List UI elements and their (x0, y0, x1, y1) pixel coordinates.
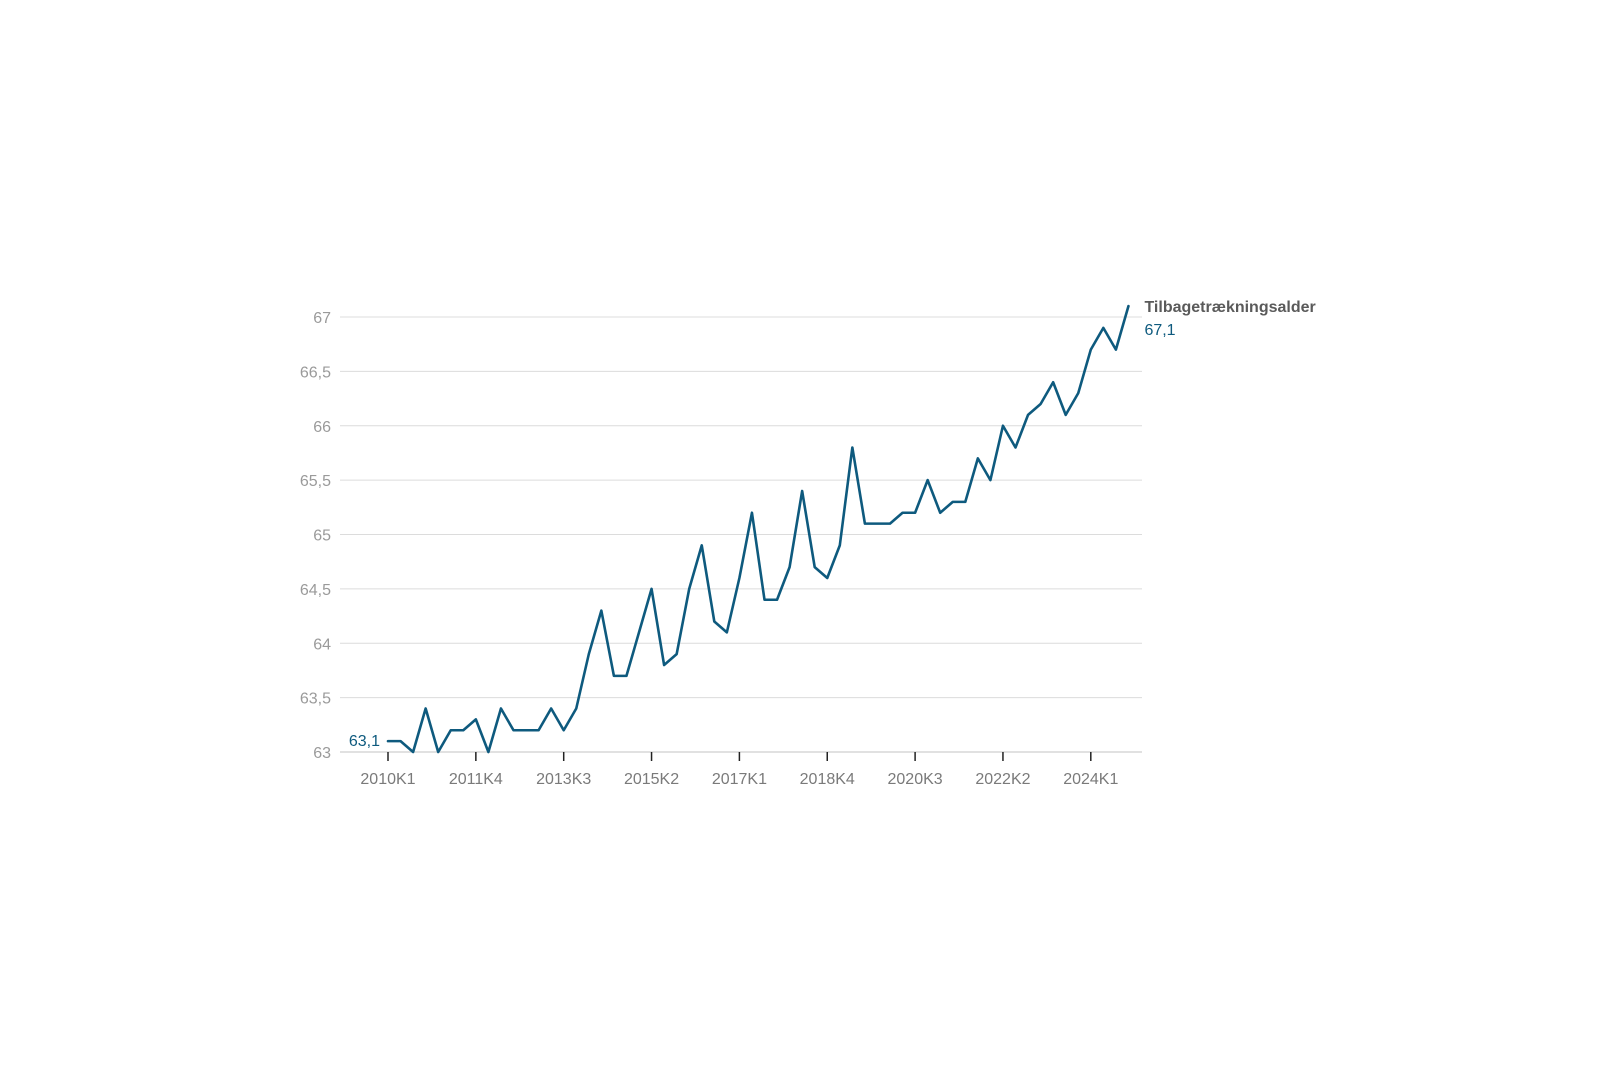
y-tick-label: 63 (313, 745, 331, 762)
y-axis: 63 63,5 64 64,5 65 65,5 66 66,5 67 (300, 310, 331, 762)
x-tick-label: 2017K1 (712, 771, 767, 788)
x-tick-label: 2022K2 (975, 771, 1030, 788)
y-tick-label: 64 (313, 636, 331, 653)
y-tick-label: 63,5 (300, 691, 331, 708)
x-tick-label: 2010K1 (360, 771, 415, 788)
y-tick-label: 64,5 (300, 582, 331, 599)
x-tick-label: 2020K3 (888, 771, 943, 788)
y-tick-label: 66,5 (300, 364, 331, 381)
x-tick-label: 2024K1 (1063, 771, 1118, 788)
gridlines (340, 316, 1142, 699)
y-tick-label: 67 (313, 310, 331, 327)
y-tick-label: 65,5 (300, 473, 331, 490)
x-axis: 2010K1 2011K4 2013K3 2015K2 2017K1 2018K4 2020… (360, 752, 1118, 788)
x-tick-label: 2011K4 (449, 771, 503, 788)
series-name-label: Tilbagetrækningsalder (1144, 299, 1315, 316)
end-value-label: 67,1 (1144, 322, 1175, 339)
start-value-label: 63,1 (349, 733, 380, 750)
x-tick-label: 2015K2 (624, 771, 679, 788)
series-line-tilbagetraekningsalder (386, 304, 1130, 754)
y-tick-label: 66 (313, 419, 331, 436)
x-tick-label: 2018K4 (800, 771, 855, 788)
y-tick-label: 65 (313, 528, 331, 545)
x-tick-label: 2013K3 (536, 771, 591, 788)
